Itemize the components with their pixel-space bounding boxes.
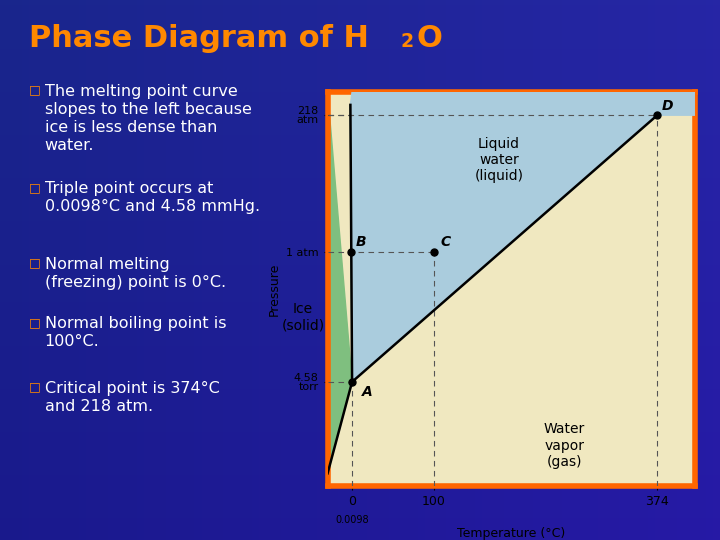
Polygon shape [328, 92, 695, 486]
Text: Normal melting
(freezing) point is 0°C.: Normal melting (freezing) point is 0°C. [45, 256, 226, 289]
Text: Triple point occurs at
0.0098°C and 4.58 mmHg.: Triple point occurs at 0.0098°C and 4.58… [45, 181, 260, 214]
Text: 2: 2 [400, 32, 413, 51]
Text: The melting point curve
slopes to the left because
ice is less dense than
water.: The melting point curve slopes to the le… [45, 84, 251, 153]
Text: □: □ [29, 316, 40, 329]
Text: O: O [416, 24, 442, 53]
Text: Critical point is 374°C
and 218 atm.: Critical point is 374°C and 218 atm. [45, 381, 220, 414]
Text: C: C [440, 235, 450, 249]
Y-axis label: Pressure: Pressure [267, 262, 280, 315]
Text: □: □ [29, 256, 40, 269]
Text: A: A [362, 385, 373, 399]
Text: 0.0098: 0.0098 [336, 515, 369, 525]
Text: D: D [662, 99, 673, 113]
Text: □: □ [29, 84, 40, 97]
Polygon shape [351, 92, 695, 382]
Text: Normal boiling point is
100°C.: Normal boiling point is 100°C. [45, 316, 226, 349]
Text: Ice
(solid): Ice (solid) [282, 302, 325, 332]
X-axis label: Temperature (°C): Temperature (°C) [457, 528, 565, 540]
Polygon shape [328, 92, 352, 486]
Text: B: B [356, 235, 366, 249]
Text: Water
vapor
(gas): Water vapor (gas) [544, 422, 585, 469]
Text: Phase Diagram of H: Phase Diagram of H [29, 24, 369, 53]
Text: Liquid
water
(liquid): Liquid water (liquid) [474, 137, 523, 184]
Text: □: □ [29, 381, 40, 394]
Text: □: □ [29, 181, 40, 194]
